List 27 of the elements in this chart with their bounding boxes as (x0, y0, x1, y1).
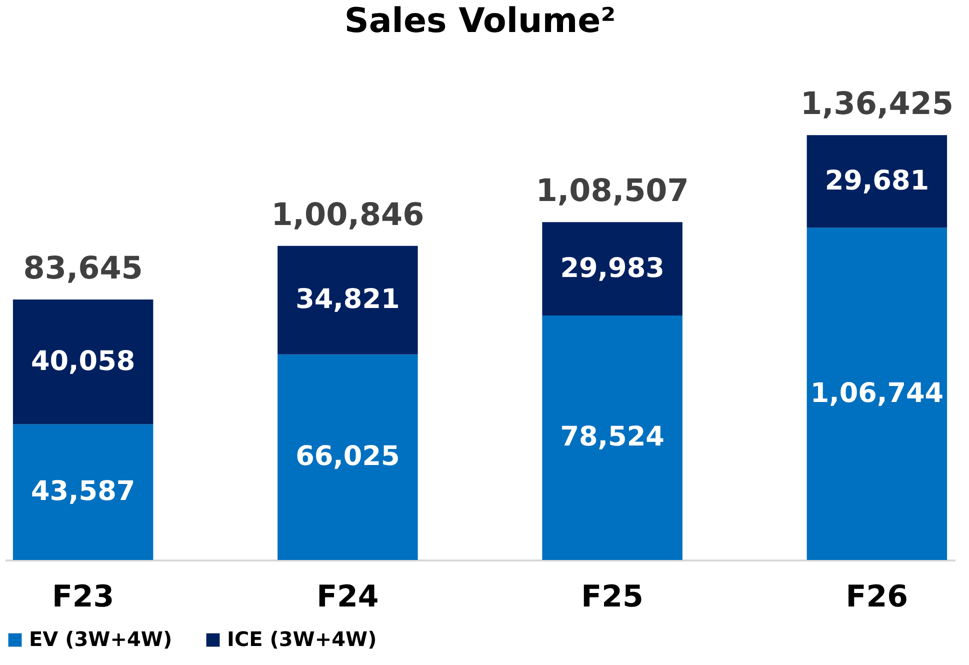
total-label: 83,645 (23, 250, 143, 287)
data-label: 29,681 (824, 165, 930, 196)
legend-label: ICE (3W+4W) (227, 627, 377, 651)
data-label: 66,025 (296, 441, 400, 472)
data-label: 34,821 (296, 284, 400, 316)
data-label: 78,524 (560, 422, 664, 453)
bar (542, 315, 682, 560)
data-label: 43,587 (30, 476, 136, 508)
bar (278, 354, 418, 560)
total-label: 1,08,507 (536, 173, 689, 210)
x-tick-label: F26 (846, 580, 908, 614)
bar (278, 246, 418, 354)
bar (12, 424, 154, 560)
x-tick-label: F23 (52, 580, 114, 614)
total-label: 1,00,846 (271, 196, 424, 233)
total-label: 1,36,425 (800, 86, 954, 122)
bar (806, 135, 948, 228)
legend-label: EV (3W+4W) (29, 627, 172, 651)
chart-title: Sales Volume² (344, 1, 616, 42)
bar (542, 222, 682, 316)
data-label: 1,06,744 (810, 378, 944, 409)
x-tick-label: F25 (581, 580, 644, 614)
bar (12, 300, 154, 424)
data-label: 29,983 (560, 252, 664, 284)
data-label: 40,058 (30, 346, 136, 377)
x-tick-label: F24 (316, 580, 379, 614)
bar (806, 228, 948, 560)
